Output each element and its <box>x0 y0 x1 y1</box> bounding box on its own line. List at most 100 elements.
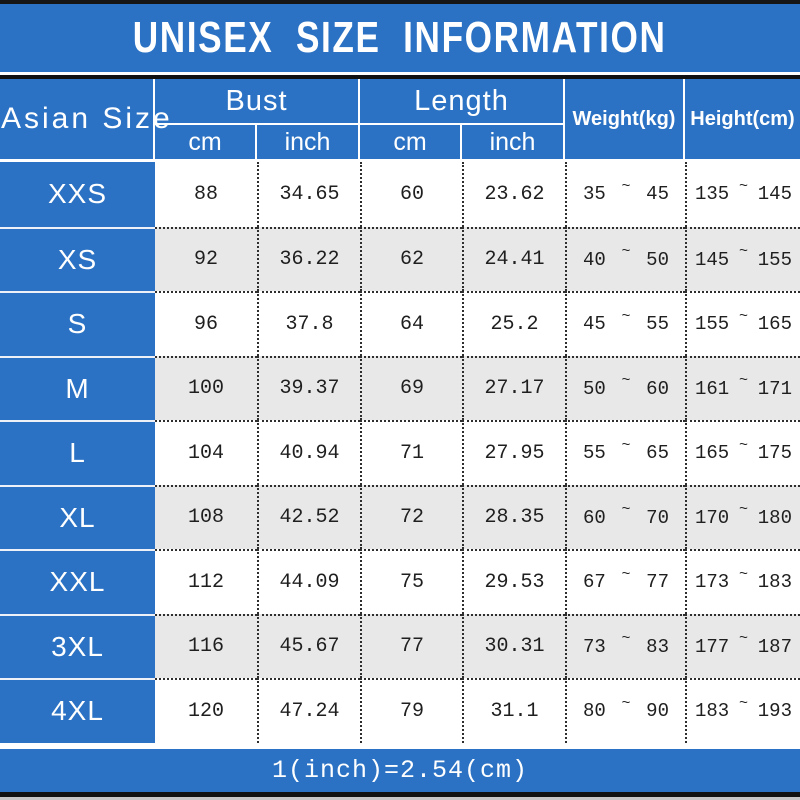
table-row: 4XL 120 47.24 79 31.1 80 ~ 90 183 ~ 193 <box>0 678 800 743</box>
header-length-inch: inch <box>462 125 565 159</box>
tilde-separator: ~ <box>738 177 748 195</box>
header-height: Height(cm) <box>690 107 795 130</box>
conversion-banner: 1(inch)=2.54(cm) <box>0 748 800 792</box>
length-cm-value: 77 <box>360 613 462 678</box>
tilde-separator: ~ <box>738 243 748 261</box>
height-max: 171 <box>757 377 792 400</box>
bust-inch-value: 37.8 <box>257 291 360 356</box>
weight-max: 77 <box>646 571 669 594</box>
weight-min: 73 <box>583 635 606 658</box>
table-row: XS 92 36.22 62 24.41 40 ~ 50 145 ~ 155 <box>0 226 800 291</box>
tilde-separator: ~ <box>621 307 631 325</box>
size-label: M <box>0 355 155 420</box>
bottom-black-strip <box>0 791 800 797</box>
title-banner: UNISEX SIZE INFORMATION <box>0 4 800 72</box>
weight-range: 50 ~ 60 <box>565 355 685 420</box>
weight-max: 83 <box>646 635 669 658</box>
length-cm-value: 71 <box>360 420 462 485</box>
size-label: S <box>0 291 155 356</box>
weight-range: 80 ~ 90 <box>565 678 685 743</box>
bust-inch-value: 39.37 <box>257 355 360 420</box>
bust-cm-value: 100 <box>155 355 257 420</box>
size-label: XL <box>0 484 155 549</box>
height-range: 145 ~ 155 <box>685 226 800 291</box>
weight-range: 55 ~ 65 <box>565 420 685 485</box>
tilde-separator: ~ <box>738 694 748 712</box>
weight-max: 55 <box>646 313 669 336</box>
height-min: 135 <box>695 183 730 206</box>
height-max: 193 <box>757 700 792 723</box>
length-inch-value: 31.1 <box>462 678 565 743</box>
tilde-separator: ~ <box>738 436 748 454</box>
header-bust: Bust <box>155 79 360 125</box>
height-max: 155 <box>757 248 792 271</box>
weight-min: 67 <box>583 571 606 594</box>
weight-range: 45 ~ 55 <box>565 291 685 356</box>
header-bust-cm: cm <box>155 125 257 159</box>
size-label: XXS <box>0 162 155 227</box>
tilde-separator: ~ <box>621 243 631 261</box>
length-inch-value: 24.41 <box>462 226 565 291</box>
bust-cm-value: 120 <box>155 678 257 743</box>
weight-range: 40 ~ 50 <box>565 226 685 291</box>
header-length-cm: cm <box>360 125 462 159</box>
length-cm-value: 72 <box>360 484 462 549</box>
height-min: 170 <box>695 506 730 529</box>
height-min: 161 <box>695 377 730 400</box>
header-weight: Weight(kg) <box>565 79 685 159</box>
weight-min: 80 <box>583 700 606 723</box>
size-label: 3XL <box>0 613 155 678</box>
weight-max: 45 <box>646 183 669 206</box>
title-divider-white <box>0 72 800 75</box>
length-inch-value: 30.31 <box>462 613 565 678</box>
height-range: 161 ~ 171 <box>685 355 800 420</box>
tilde-separator: ~ <box>738 565 748 583</box>
tilde-separator: ~ <box>621 177 631 195</box>
size-label: L <box>0 420 155 485</box>
length-inch-value: 23.62 <box>462 162 565 227</box>
bust-cm-value: 92 <box>155 226 257 291</box>
header-length: Length <box>360 79 565 125</box>
bust-inch-value: 44.09 <box>257 549 360 614</box>
length-inch-value: 27.95 <box>462 420 565 485</box>
height-min: 183 <box>695 700 730 723</box>
size-label: XXL <box>0 549 155 614</box>
weight-max: 60 <box>646 377 669 400</box>
tilde-separator: ~ <box>621 372 631 390</box>
tilde-separator: ~ <box>621 694 631 712</box>
header-asian-size: Asian Size <box>0 79 170 159</box>
tilde-separator: ~ <box>738 307 748 325</box>
height-max: 175 <box>757 442 792 465</box>
height-max: 180 <box>757 506 792 529</box>
height-min: 173 <box>695 571 730 594</box>
height-max: 145 <box>757 183 792 206</box>
bust-cm-value: 104 <box>155 420 257 485</box>
weight-min: 50 <box>583 377 606 400</box>
header-bust-inch: inch <box>257 125 360 159</box>
weight-range: 67 ~ 77 <box>565 549 685 614</box>
table-body: XXS 88 34.65 60 23.62 35 ~ 45 135 ~ 145 … <box>0 162 800 743</box>
length-inch-value: 28.35 <box>462 484 565 549</box>
height-range: 177 ~ 187 <box>685 613 800 678</box>
height-range: 155 ~ 165 <box>685 291 800 356</box>
bust-inch-value: 40.94 <box>257 420 360 485</box>
table-row: L 104 40.94 71 27.95 55 ~ 65 165 ~ 175 <box>0 420 800 485</box>
bust-cm-value: 112 <box>155 549 257 614</box>
height-min: 177 <box>695 635 730 658</box>
weight-max: 50 <box>646 248 669 271</box>
height-min: 145 <box>695 248 730 271</box>
weight-range: 60 ~ 70 <box>565 484 685 549</box>
weight-max: 65 <box>646 442 669 465</box>
tilde-separator: ~ <box>621 565 631 583</box>
bust-cm-value: 116 <box>155 613 257 678</box>
height-range: 173 ~ 183 <box>685 549 800 614</box>
table-row: XL 108 42.52 72 28.35 60 ~ 70 170 ~ 180 <box>0 484 800 549</box>
length-cm-value: 69 <box>360 355 462 420</box>
table-header: Asian Size Bust Length Weight(kg) Height… <box>0 79 800 162</box>
tilde-separator: ~ <box>738 630 748 648</box>
weight-min: 60 <box>583 506 606 529</box>
weight-min: 40 <box>583 248 606 271</box>
table-row: XXL 112 44.09 75 29.53 67 ~ 77 173 ~ 183 <box>0 549 800 614</box>
length-inch-value: 27.17 <box>462 355 565 420</box>
